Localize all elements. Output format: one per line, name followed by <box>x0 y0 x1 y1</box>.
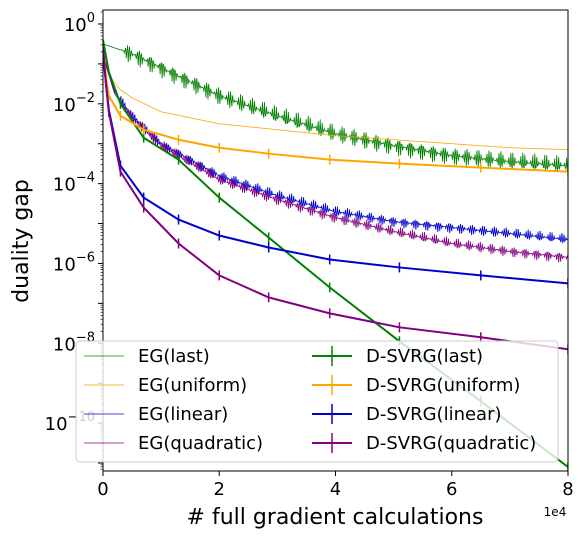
x-tick-label: 4 <box>330 479 341 500</box>
legend-label: D-SVRG(linear) <box>366 404 502 425</box>
y-tick-label: 10−4 <box>53 171 95 196</box>
legend-item-d-svrg-last: D-SVRG(last) <box>312 346 483 367</box>
legend-label: EG(uniform) <box>138 375 247 396</box>
legend-item-d-svrg-uniform: D-SVRG(uniform) <box>312 375 520 396</box>
legend-item-eg-linear: EG(linear) <box>84 404 228 425</box>
x-tick-label: 0 <box>97 479 108 500</box>
series-line-eg-uniform <box>103 47 568 151</box>
x-tick-label: 8 <box>562 479 573 500</box>
x-tick-label: 2 <box>214 479 225 500</box>
series-line-d-svrg-linear <box>103 47 568 285</box>
x-axis-offset-label: 1e4 <box>544 505 567 519</box>
legend-item-eg-quadratic: EG(quadratic) <box>84 433 263 454</box>
legend-label: EG(last) <box>138 346 210 367</box>
legend-item-d-svrg-quadratic: D-SVRG(quadratic) <box>312 433 536 454</box>
x-tick-label: 6 <box>446 479 457 500</box>
y-tick-label: 10−2 <box>53 91 95 116</box>
legend-item-eg-last: EG(last) <box>84 346 210 367</box>
x-axis-label: # full gradient calculations <box>187 505 484 530</box>
legend: EG(last) EG(uniform) EG(linear) EG(quadrati… <box>75 340 559 463</box>
legend-box <box>75 340 559 463</box>
legend-label: D-SVRG(last) <box>366 346 483 367</box>
legend-item-eg-uniform: EG(uniform) <box>84 375 247 396</box>
legend-label: EG(linear) <box>138 404 228 425</box>
series-line-eg-linear <box>103 55 568 244</box>
y-tick-label: 10−6 <box>53 250 95 275</box>
legend-item-d-svrg-linear: D-SVRG(linear) <box>312 404 502 425</box>
legend-label: D-SVRG(uniform) <box>366 375 520 396</box>
series-line-eg-quadratic <box>103 55 568 263</box>
series-line-eg-last <box>103 43 568 173</box>
legend-label: EG(quadratic) <box>138 433 263 454</box>
y-axis-label: duality gap <box>9 179 34 303</box>
y-tick-label: 100 <box>64 11 95 36</box>
series-line-d-svrg-quadratic <box>103 47 568 351</box>
legend-label: D-SVRG(quadratic) <box>366 433 536 454</box>
